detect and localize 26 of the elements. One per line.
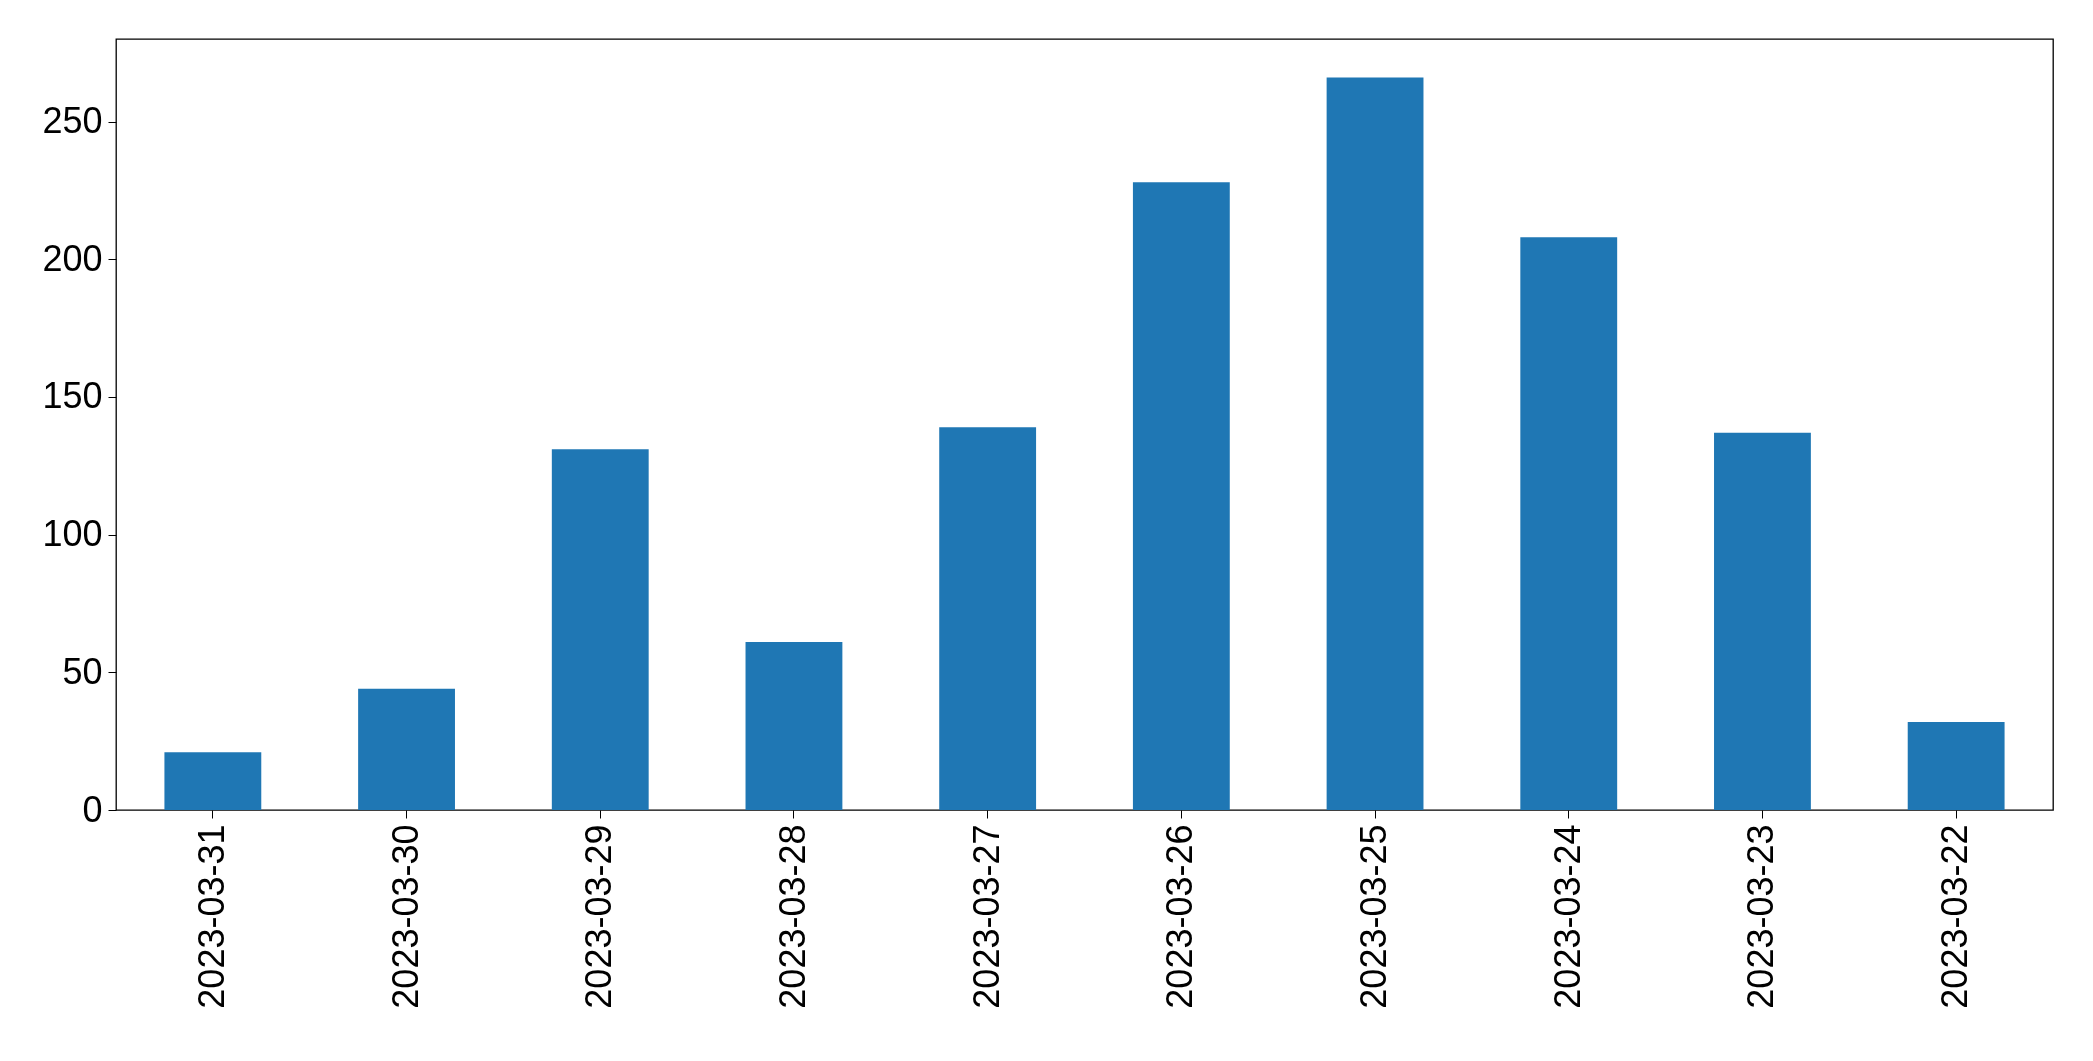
x-tick-label: 2023-03-31	[190, 824, 232, 1009]
bar	[939, 427, 1037, 810]
x-tick-label: 2023-03-22	[1934, 824, 1976, 1009]
x-tick-label: 2023-03-25	[1353, 824, 1395, 1009]
x-tick-label: 2023-03-24	[1546, 824, 1588, 1009]
bar	[358, 688, 455, 810]
bar	[164, 752, 262, 810]
x-tick-label: 2023-03-23	[1740, 824, 1782, 1009]
x-tick-label: 2023-03-26	[1159, 824, 1201, 1009]
x-tick-label: 2023-03-28	[771, 824, 813, 1009]
bar	[1520, 237, 1618, 810]
x-tick-label: 2023-03-27	[965, 824, 1007, 1009]
bar	[1907, 721, 2005, 810]
bar	[551, 449, 649, 810]
bar	[745, 642, 843, 810]
bar	[1132, 182, 1230, 810]
y-tick-label: 100	[42, 513, 103, 555]
bar	[1714, 432, 1811, 810]
y-tick-label: 200	[42, 237, 103, 279]
y-tick-label: 250	[42, 100, 103, 142]
y-tick-label: 50	[62, 650, 103, 692]
x-tick-label: 2023-03-29	[578, 824, 620, 1009]
y-tick-label: 0	[82, 788, 103, 830]
y-tick-label: 150	[42, 375, 103, 417]
bar	[1326, 77, 1424, 810]
x-tick-label: 2023-03-30	[384, 824, 426, 1009]
